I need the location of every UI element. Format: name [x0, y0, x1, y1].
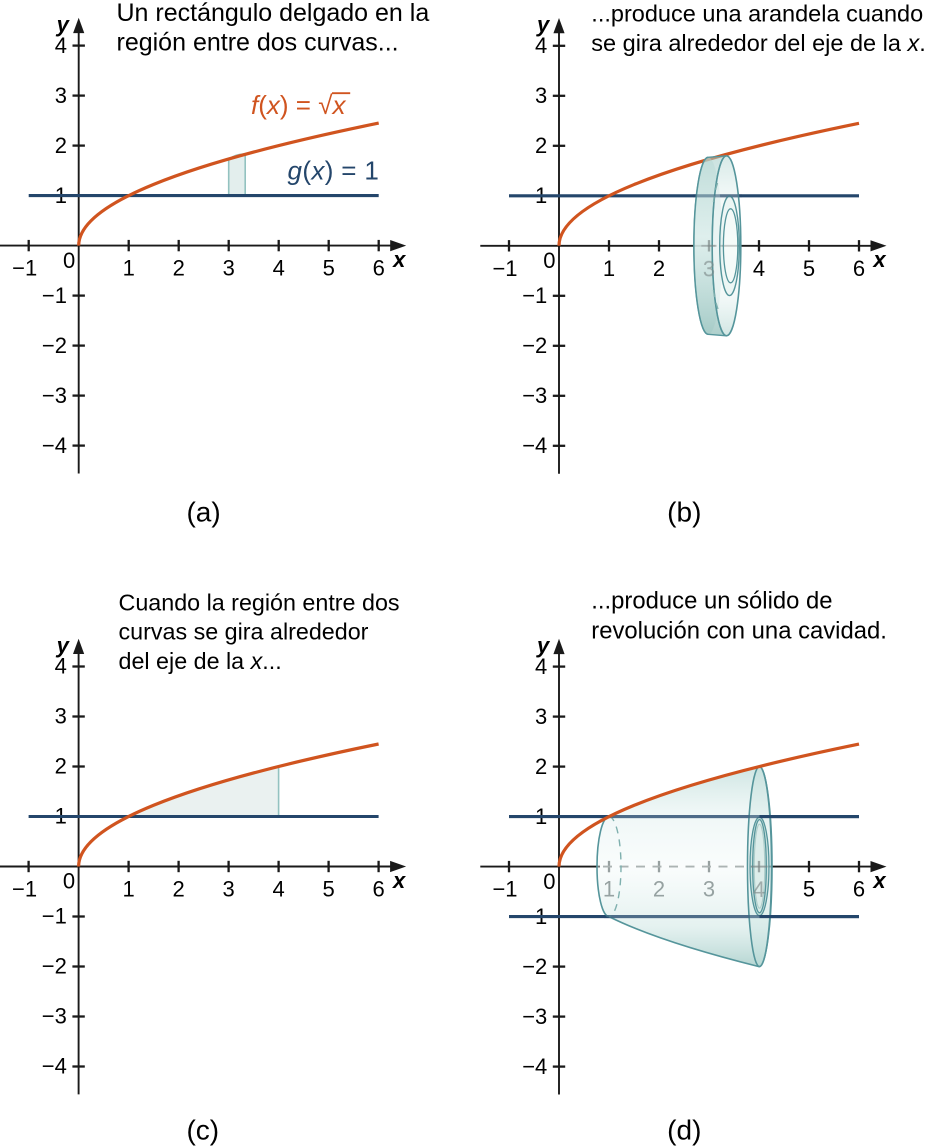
svg-text:−2: −2 — [42, 954, 67, 979]
svg-text:región entre dos curvas...: región entre dos curvas... — [117, 28, 399, 56]
svg-text:−4: −4 — [42, 433, 67, 458]
svg-text:revolución con una cavidad.: revolución con una cavidad. — [591, 617, 887, 644]
svg-text:se gira alrededor del eje de l: se gira alrededor del eje de la x. — [591, 30, 925, 56]
svg-text:2: 2 — [653, 256, 665, 281]
svg-text:y: y — [56, 12, 71, 37]
svg-text:3: 3 — [223, 256, 235, 281]
svg-text:3: 3 — [535, 83, 547, 108]
svg-text:−1: −1 — [522, 283, 547, 308]
svg-text:5: 5 — [323, 256, 335, 281]
svg-text:−2: −2 — [522, 333, 547, 358]
svg-text:x: x — [392, 868, 406, 893]
svg-text:(d): (d) — [667, 1115, 701, 1146]
svg-text:0: 0 — [63, 869, 75, 894]
svg-text:(a): (a) — [186, 496, 220, 527]
svg-text:3: 3 — [535, 704, 547, 729]
svg-text:−3: −3 — [522, 383, 547, 408]
svg-text:−2: −2 — [522, 954, 547, 979]
svg-text:4: 4 — [272, 877, 284, 902]
svg-text:6: 6 — [853, 877, 865, 902]
svg-text:2: 2 — [172, 877, 184, 902]
svg-text:0: 0 — [63, 248, 75, 273]
svg-text:−3: −3 — [42, 1004, 67, 1029]
svg-text:4: 4 — [55, 33, 67, 58]
svg-text:x: x — [392, 247, 406, 272]
svg-text:−2: −2 — [42, 333, 67, 358]
svg-text:(c): (c) — [186, 1115, 219, 1146]
svg-text:−1: −1 — [42, 283, 67, 308]
svg-text:−3: −3 — [42, 383, 67, 408]
svg-text:4: 4 — [753, 877, 765, 902]
svg-text:4: 4 — [535, 654, 547, 679]
svg-text:−1: −1 — [492, 877, 517, 902]
svg-text:0: 0 — [543, 869, 555, 894]
svg-text:1: 1 — [123, 256, 135, 281]
svg-text:3: 3 — [55, 83, 67, 108]
svg-text:4: 4 — [753, 256, 765, 281]
svg-text:y: y — [56, 633, 71, 658]
svg-text:...produce un sólido de: ...produce un sólido de — [591, 588, 832, 615]
svg-text:curvas se gira alrededor: curvas se gira alrededor — [119, 619, 369, 645]
svg-text:4: 4 — [55, 654, 67, 679]
svg-text:−4: −4 — [522, 433, 547, 458]
svg-text:del eje de la x...: del eje de la x... — [119, 648, 282, 674]
svg-text:−4: −4 — [42, 1054, 67, 1079]
svg-text:2: 2 — [535, 754, 547, 779]
svg-text:g(x) = 1: g(x) = 1 — [288, 155, 380, 185]
svg-text:2: 2 — [55, 754, 67, 779]
svg-text:−1: −1 — [12, 877, 37, 902]
svg-text:2: 2 — [55, 133, 67, 158]
svg-text:−1: −1 — [492, 256, 517, 281]
svg-text:4: 4 — [273, 256, 285, 281]
svg-text:y: y — [536, 12, 551, 37]
svg-text:−1: −1 — [42, 904, 67, 929]
svg-text:x: x — [872, 868, 886, 893]
svg-text:f(x) = √x: f(x) = √x — [251, 90, 346, 120]
svg-text:3: 3 — [222, 877, 234, 902]
svg-text:−1: −1 — [12, 256, 37, 281]
svg-text:1: 1 — [122, 877, 134, 902]
svg-text:1: 1 — [603, 256, 615, 281]
svg-text:...produce una arandela cuando: ...produce una arandela cuando — [591, 1, 923, 27]
svg-text:5: 5 — [803, 256, 815, 281]
svg-text:3: 3 — [703, 256, 715, 281]
svg-text:2: 2 — [173, 256, 185, 281]
svg-text:6: 6 — [853, 256, 865, 281]
svg-text:6: 6 — [372, 877, 384, 902]
svg-text:5: 5 — [803, 877, 815, 902]
svg-text:0: 0 — [543, 248, 555, 273]
svg-text:y: y — [536, 633, 551, 658]
svg-text:5: 5 — [322, 877, 334, 902]
svg-text:4: 4 — [535, 33, 547, 58]
svg-text:2: 2 — [535, 133, 547, 158]
svg-text:x: x — [872, 247, 886, 272]
svg-text:6: 6 — [373, 256, 385, 281]
svg-text:Un rectángulo delgado en la: Un rectángulo delgado en la — [117, 0, 430, 27]
svg-text:Cuando la región entre dos: Cuando la región entre dos — [119, 589, 400, 615]
svg-text:3: 3 — [55, 704, 67, 729]
svg-text:(b): (b) — [667, 497, 701, 528]
svg-text:−4: −4 — [522, 1054, 547, 1079]
svg-text:−3: −3 — [522, 1004, 547, 1029]
